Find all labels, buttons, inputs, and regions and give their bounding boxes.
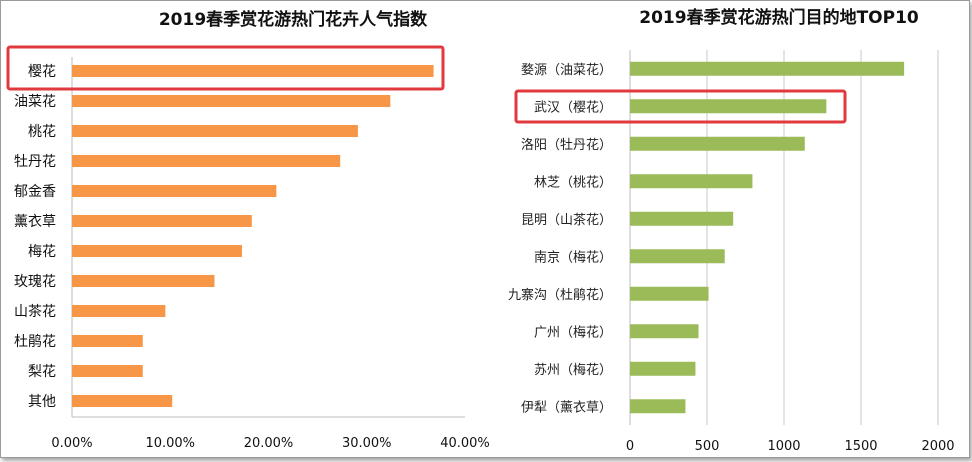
bar-left-8 <box>72 305 166 317</box>
chart-left-title: 2019春季赏花游热门花卉人气指数 <box>159 9 428 30</box>
category-label-left-10: 梨花 <box>28 364 56 380</box>
bar-left-3 <box>72 155 341 167</box>
bar-right-2 <box>630 136 805 151</box>
bar-left-9 <box>72 335 143 347</box>
category-label-left-9: 杜鹃花 <box>14 333 56 350</box>
bar-left-11 <box>72 395 173 407</box>
category-label-left-6: 梅花 <box>28 244 56 260</box>
category-label-left-2: 桃花 <box>28 124 56 140</box>
category-label-right-5: 南京（梅花） <box>534 249 612 265</box>
bar-right-3 <box>630 174 753 189</box>
category-label-left-3: 牡丹花 <box>14 154 56 170</box>
bar-right-1 <box>630 99 827 114</box>
category-label-right-8: 苏州（梅花） <box>534 362 612 378</box>
category-label-left-1: 油菜花 <box>14 94 56 110</box>
category-label-left-5: 薰衣草 <box>14 214 56 230</box>
bar-left-4 <box>72 185 277 197</box>
bar-right-0 <box>630 61 905 76</box>
chart-right-top-destinations: 2019春季赏花游热门目的地TOP10 婺源（油菜花） 武汉（樱花） 洛阳（牡丹花）… <box>508 7 955 454</box>
bar-right-6 <box>630 286 709 301</box>
bar-left-1 <box>72 95 391 107</box>
bar-left-7 <box>72 275 215 287</box>
x-tick-right-2: 1000 <box>767 439 800 454</box>
x-tick-right-0: 0 <box>626 439 634 454</box>
bar-left-6 <box>72 245 242 257</box>
category-label-right-7: 广州（梅花） <box>534 324 612 340</box>
x-tick-left-3: 30.00% <box>342 436 392 451</box>
bar-right-7 <box>630 324 699 339</box>
bar-left-5 <box>72 215 252 227</box>
category-label-left-0: 樱花 <box>28 63 56 80</box>
bar-right-5 <box>630 249 725 264</box>
chart-right-highlight-box <box>514 89 847 124</box>
category-label-right-4: 昆明（山茶花） <box>521 212 612 228</box>
category-label-right-0: 婺源（油菜花） <box>521 62 612 78</box>
x-tick-left-0: 0.00% <box>51 436 92 451</box>
x-tick-left-2: 20.00% <box>244 436 294 451</box>
bar-right-8 <box>630 361 696 376</box>
category-label-left-11: 其他 <box>28 394 56 410</box>
x-tick-right-4: 2000 <box>921 439 954 454</box>
bar-right-9 <box>630 399 686 414</box>
x-tick-right-3: 1500 <box>844 439 877 454</box>
category-label-right-2: 洛阳（牡丹花） <box>521 137 612 153</box>
chart-right-title: 2019春季赏花游热门目的地TOP10 <box>639 7 919 28</box>
x-tick-right-1: 500 <box>695 439 720 454</box>
bar-right-4 <box>630 211 734 226</box>
category-label-left-7: 玫瑰花 <box>14 274 56 290</box>
bar-left-10 <box>72 365 143 377</box>
chart-left-flower-popularity: 2019春季赏花游热门花卉人气指数 樱花油菜花桃花牡丹花郁金香薰衣草梅花玫瑰花山… <box>6 9 490 451</box>
category-label-right-9: 伊犁（薰衣草） <box>521 399 612 415</box>
category-label-right-3: 林芝（桃花） <box>534 174 612 190</box>
category-label-right-1: 武汉（樱花） <box>534 99 612 115</box>
chart-left-highlight-box <box>6 45 445 91</box>
bar-left-0 <box>72 65 434 77</box>
category-label-left-4: 郁金香 <box>14 184 56 200</box>
category-label-left-8: 山茶花 <box>14 304 56 320</box>
x-tick-left-4: 40.00% <box>440 436 490 451</box>
bar-left-2 <box>72 125 358 137</box>
x-tick-left-1: 10.00% <box>145 436 195 451</box>
category-label-right-6: 九寨沟（杜鹃花） <box>508 287 612 303</box>
